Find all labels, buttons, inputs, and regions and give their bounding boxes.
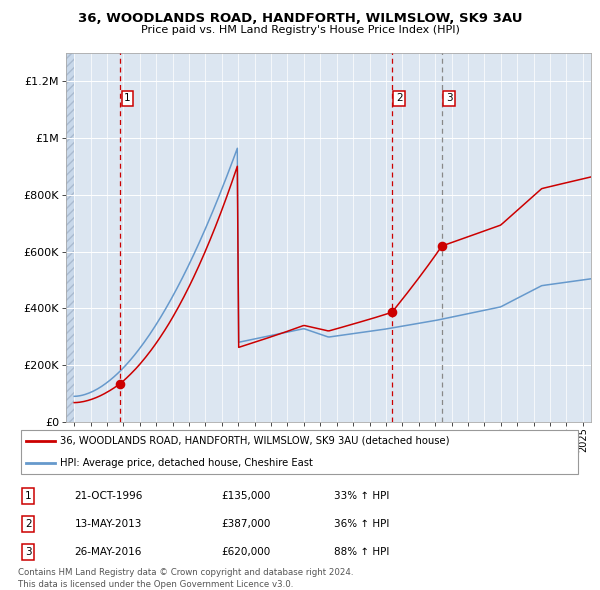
Point bbox=[115, 379, 125, 388]
Text: £620,000: £620,000 bbox=[221, 547, 270, 557]
Text: HPI: Average price, detached house, Cheshire East: HPI: Average price, detached house, Ches… bbox=[60, 458, 313, 468]
Text: 26-MAY-2016: 26-MAY-2016 bbox=[74, 547, 142, 557]
Text: £135,000: £135,000 bbox=[221, 491, 271, 501]
Text: 33% ↑ HPI: 33% ↑ HPI bbox=[334, 491, 389, 501]
Text: £387,000: £387,000 bbox=[221, 519, 271, 529]
Text: 36, WOODLANDS ROAD, HANDFORTH, WILMSLOW, SK9 3AU (detached house): 36, WOODLANDS ROAD, HANDFORTH, WILMSLOW,… bbox=[60, 436, 450, 446]
Point bbox=[437, 241, 446, 251]
Text: 2: 2 bbox=[396, 93, 403, 103]
Text: Contains HM Land Registry data © Crown copyright and database right 2024.
This d: Contains HM Land Registry data © Crown c… bbox=[18, 568, 353, 589]
Text: 13-MAY-2013: 13-MAY-2013 bbox=[74, 519, 142, 529]
Text: Price paid vs. HM Land Registry's House Price Index (HPI): Price paid vs. HM Land Registry's House … bbox=[140, 25, 460, 35]
Text: 3: 3 bbox=[446, 93, 452, 103]
Text: 36, WOODLANDS ROAD, HANDFORTH, WILMSLOW, SK9 3AU: 36, WOODLANDS ROAD, HANDFORTH, WILMSLOW,… bbox=[78, 12, 522, 25]
Text: 1: 1 bbox=[25, 491, 31, 501]
Text: 1: 1 bbox=[124, 93, 131, 103]
Point bbox=[387, 307, 397, 317]
Text: 88% ↑ HPI: 88% ↑ HPI bbox=[334, 547, 389, 557]
FancyBboxPatch shape bbox=[21, 430, 578, 474]
Text: 3: 3 bbox=[25, 547, 31, 557]
Bar bbox=[66, 53, 74, 422]
Text: 2: 2 bbox=[25, 519, 31, 529]
Text: 21-OCT-1996: 21-OCT-1996 bbox=[74, 491, 143, 501]
Text: 36% ↑ HPI: 36% ↑ HPI bbox=[334, 519, 389, 529]
